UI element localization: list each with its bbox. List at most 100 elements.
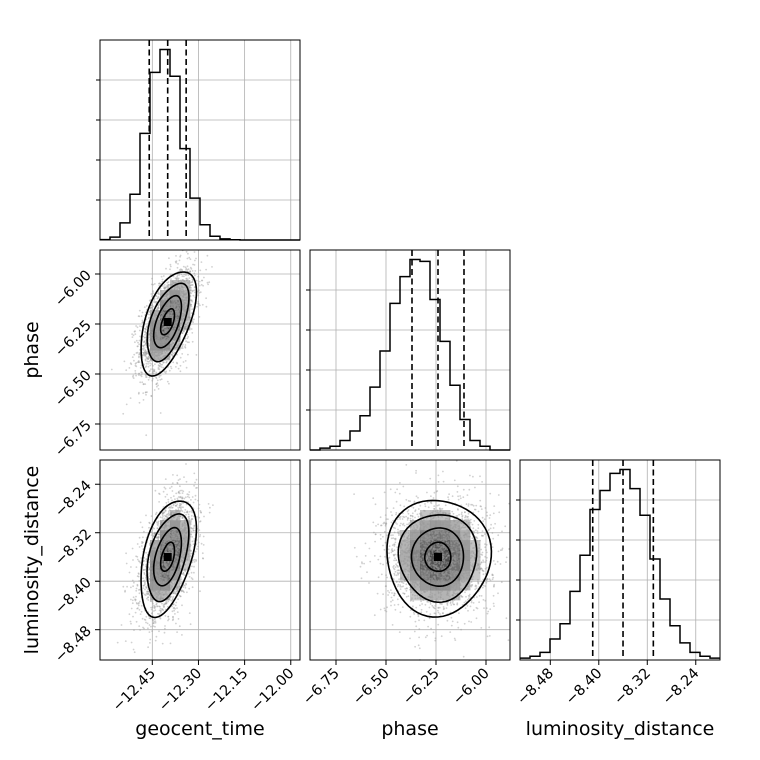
density-block bbox=[150, 330, 161, 341]
sample-point bbox=[206, 281, 209, 284]
sample-point bbox=[152, 290, 155, 293]
sample-point bbox=[175, 260, 178, 262]
sample-point bbox=[164, 509, 167, 512]
sample-point bbox=[166, 338, 169, 341]
sample-point bbox=[142, 587, 145, 589]
sample-point bbox=[155, 314, 158, 316]
sample-point bbox=[185, 340, 188, 343]
sample-point bbox=[183, 290, 185, 293]
sample-point bbox=[164, 495, 167, 498]
sample-point bbox=[152, 370, 155, 373]
sample-point bbox=[186, 296, 189, 299]
sample-point bbox=[164, 352, 167, 354]
sample-point bbox=[184, 586, 187, 589]
sample-point bbox=[178, 307, 181, 310]
sample-point bbox=[163, 338, 165, 340]
sample-point bbox=[145, 353, 147, 356]
sample-point bbox=[152, 602, 154, 605]
sample-point bbox=[178, 525, 180, 528]
sample-point bbox=[144, 336, 146, 339]
sample-point bbox=[157, 354, 160, 356]
sample-point bbox=[155, 348, 158, 351]
sample-point bbox=[154, 609, 157, 612]
sample-point bbox=[143, 573, 146, 575]
sample-point bbox=[176, 521, 178, 523]
sample-point bbox=[188, 515, 190, 518]
sample-point bbox=[187, 274, 190, 277]
sample-point bbox=[132, 615, 134, 618]
sample-point bbox=[175, 310, 178, 313]
sample-point bbox=[140, 604, 143, 607]
sample-point bbox=[145, 365, 148, 367]
sample-point bbox=[462, 488, 465, 491]
sample-point bbox=[139, 381, 142, 384]
sample-point bbox=[164, 330, 167, 333]
sample-point bbox=[184, 280, 186, 283]
sample-point bbox=[170, 595, 172, 598]
sample-point bbox=[164, 328, 167, 331]
sample-point bbox=[157, 310, 160, 313]
sample-point bbox=[182, 547, 185, 550]
sample-point bbox=[138, 315, 141, 318]
sample-point bbox=[208, 511, 211, 514]
sample-point bbox=[200, 279, 203, 282]
sample-point bbox=[162, 490, 165, 493]
density-block bbox=[420, 530, 431, 541]
sample-point bbox=[169, 506, 172, 509]
sample-point bbox=[160, 593, 163, 596]
sample-point bbox=[472, 475, 474, 478]
sample-point bbox=[162, 311, 165, 314]
sample-point bbox=[159, 358, 162, 361]
sample-point bbox=[190, 515, 193, 517]
sample-point bbox=[173, 336, 176, 339]
sample-point bbox=[165, 360, 168, 363]
sample-point bbox=[169, 268, 171, 271]
sample-point bbox=[184, 540, 186, 542]
sample-point bbox=[176, 266, 179, 269]
sample-point bbox=[187, 513, 190, 516]
sample-point bbox=[188, 496, 191, 499]
density-block bbox=[400, 560, 411, 571]
sample-point bbox=[190, 571, 193, 574]
sample-point bbox=[192, 321, 195, 324]
sample-point bbox=[183, 330, 185, 332]
sample-point bbox=[180, 316, 183, 319]
sample-point bbox=[164, 340, 167, 343]
sample-point bbox=[154, 351, 156, 354]
sample-point bbox=[175, 321, 178, 324]
sample-point bbox=[158, 354, 161, 357]
sample-point bbox=[138, 580, 141, 582]
sample-point bbox=[149, 364, 152, 367]
sample-point bbox=[185, 463, 187, 465]
sample-point bbox=[184, 309, 186, 311]
sample-point bbox=[486, 635, 489, 638]
density-block bbox=[430, 570, 441, 581]
sample-point bbox=[154, 337, 157, 339]
sample-point bbox=[164, 627, 166, 630]
sample-point bbox=[157, 292, 160, 294]
sample-point bbox=[167, 284, 170, 286]
sample-point bbox=[163, 328, 166, 331]
sample-point bbox=[182, 265, 185, 268]
sample-point bbox=[168, 348, 171, 351]
sample-point bbox=[175, 622, 177, 625]
sample-point bbox=[138, 361, 141, 363]
sample-point bbox=[159, 516, 162, 519]
sample-point bbox=[143, 327, 146, 330]
sample-point bbox=[150, 612, 153, 615]
sample-point bbox=[169, 332, 172, 335]
sample-point bbox=[162, 336, 165, 338]
sample-point bbox=[453, 564, 455, 567]
sample-point bbox=[191, 289, 194, 292]
sample-point bbox=[167, 315, 170, 318]
sample-point bbox=[143, 593, 146, 596]
sample-point bbox=[151, 331, 154, 334]
sample-point bbox=[183, 280, 186, 282]
sample-point bbox=[176, 607, 178, 609]
density-block bbox=[420, 590, 431, 601]
sample-point bbox=[177, 298, 179, 300]
sample-point bbox=[411, 582, 414, 585]
sample-point bbox=[179, 569, 181, 572]
sample-point bbox=[486, 612, 489, 615]
sample-point bbox=[177, 515, 180, 518]
